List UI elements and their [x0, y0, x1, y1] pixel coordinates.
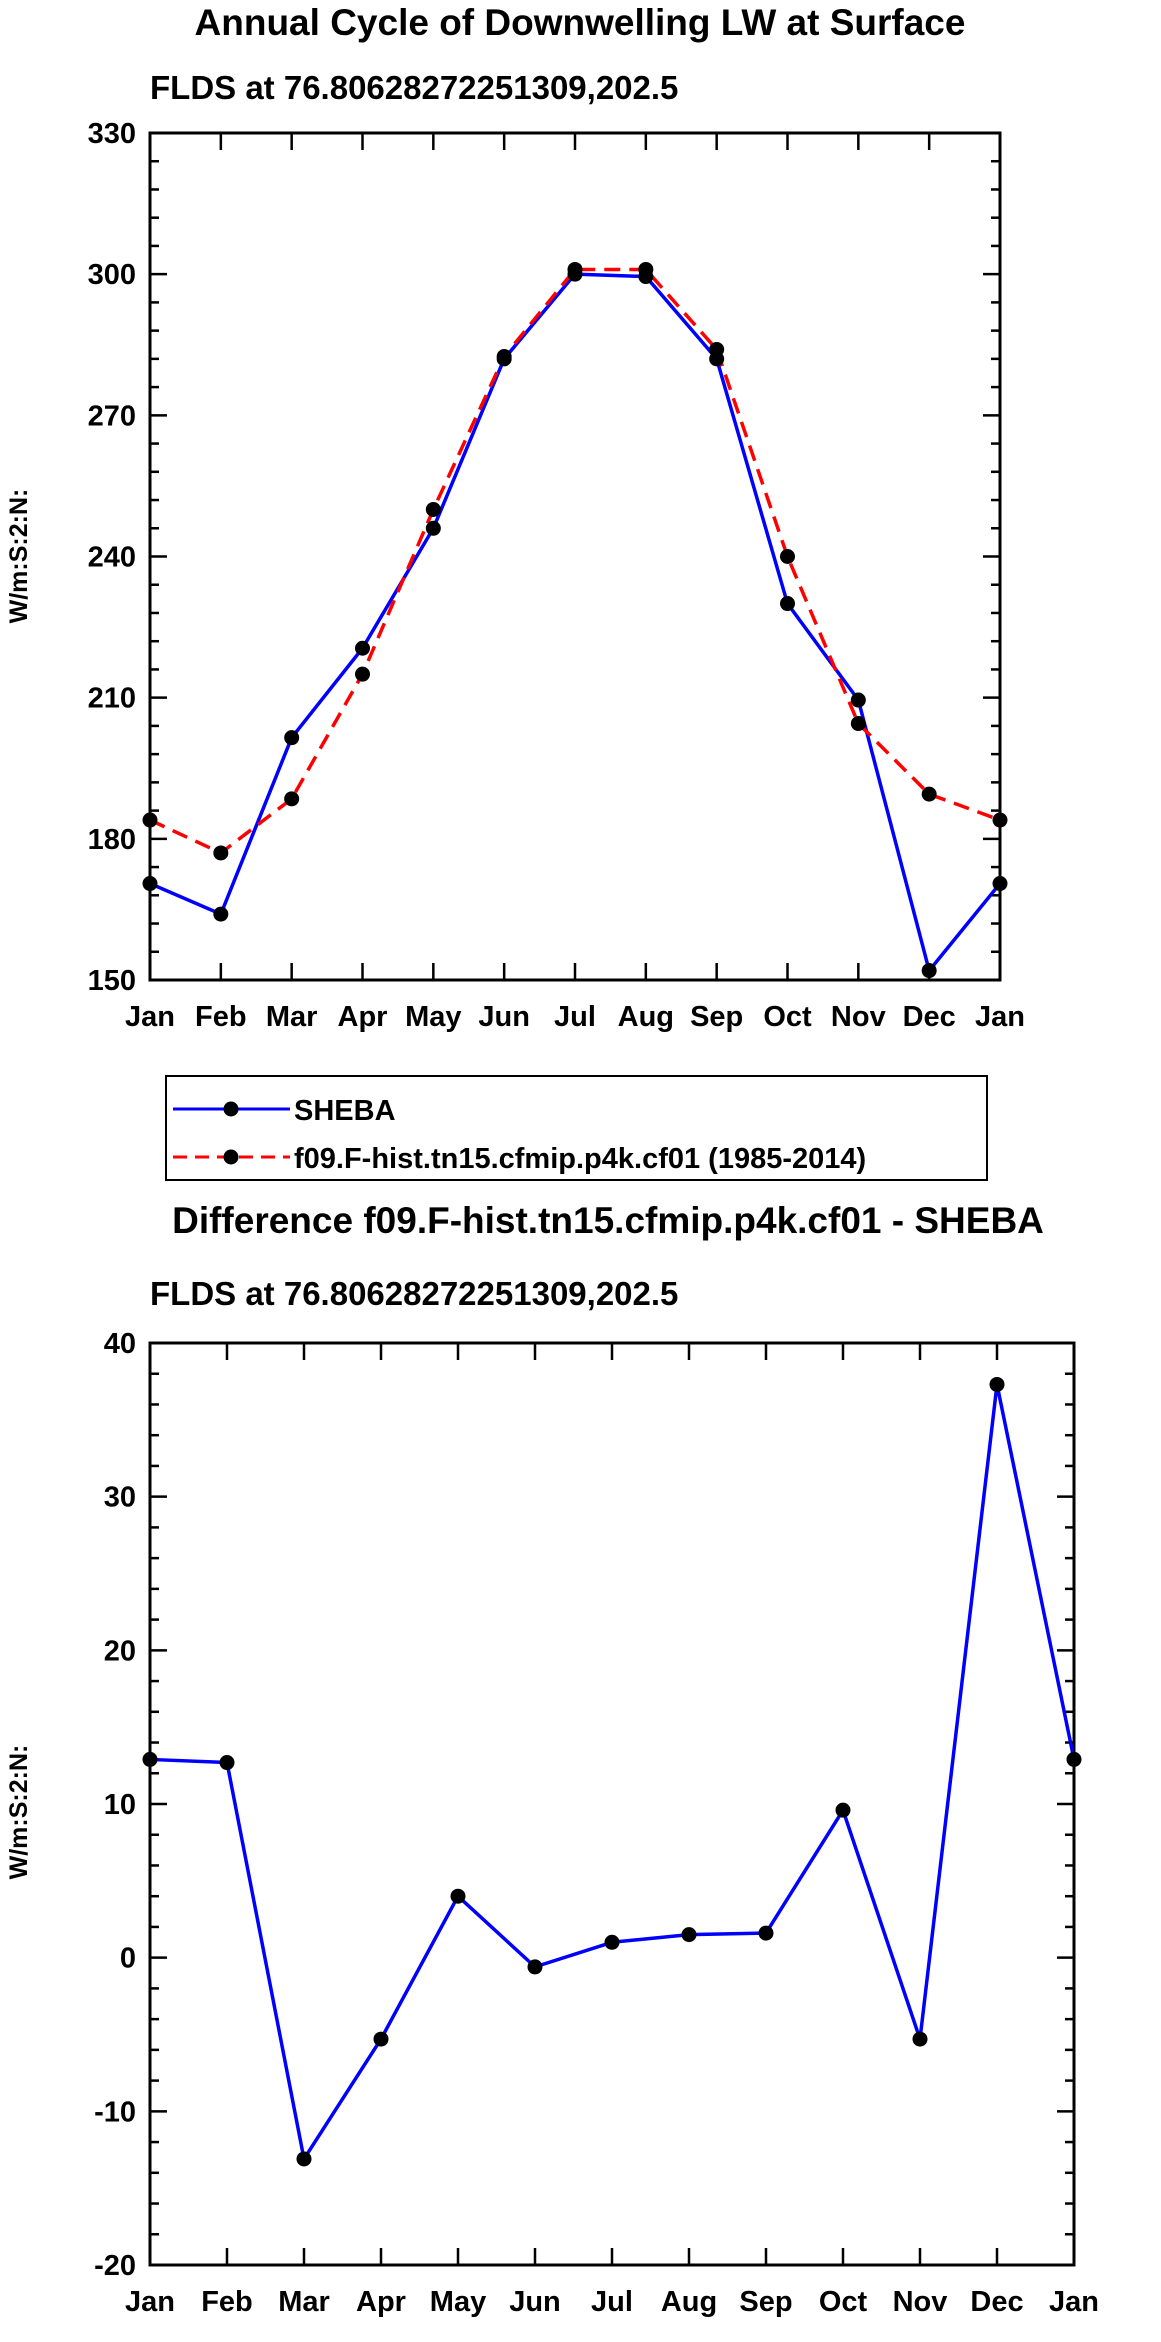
chart2-y-tick-label: 20: [104, 1635, 136, 1667]
chart2-x-tick-label: Jun: [509, 2286, 561, 2318]
chart1-x-tick-label: Apr: [338, 1001, 388, 1033]
chart1-series-1-point: [709, 341, 725, 357]
chart2-x-tick-label: May: [430, 2286, 486, 2318]
chart1-y-tick-label: 270: [88, 400, 136, 432]
chart1-series-1-point: [567, 261, 583, 277]
chart1-series-1-point: [425, 501, 441, 517]
chart2-series-0-point: [527, 1959, 543, 1975]
chart1-series-1-point: [142, 812, 158, 828]
chart1-x-tick-label: Feb: [195, 1001, 247, 1033]
chart2-x-tick-label: Jan: [1049, 2286, 1099, 2318]
chart1-series-0-point: [780, 596, 795, 612]
chart2-subtitle: FLDS at 76.80628272251309,202.5: [150, 1275, 678, 1312]
chart2-y-tick-label: 30: [104, 1482, 136, 1514]
chart1-x-tick-label: Oct: [763, 1001, 812, 1033]
chart1-series: [142, 261, 1008, 979]
chart2-y-axis-label: W/m:S:2:N:: [5, 1745, 33, 1880]
chart1-subtitle: FLDS at 76.80628272251309,202.5: [150, 69, 678, 106]
chart1-series-1-point: [850, 716, 866, 732]
chart2-series-0-point: [1066, 1751, 1082, 1767]
chart1-y-tick-label: 330: [88, 118, 136, 150]
chart1-series-1-point: [355, 666, 370, 682]
chart2-x-tick-label: Apr: [356, 2286, 406, 2318]
chart1-y-tick-label: 180: [88, 824, 136, 856]
chart1-series-0-point: [425, 520, 441, 536]
chart1-series-0-point: [921, 963, 937, 979]
chart1-series-0-point: [142, 876, 158, 892]
chart1-plot-frame: [148, 131, 1002, 982]
chart2-x-tick-label: Oct: [819, 2286, 868, 2318]
chart2-x-tick-label: Aug: [661, 2286, 717, 2318]
chart2-series-0-point: [989, 1376, 1005, 1392]
chart2-x-tick-label: Feb: [201, 2286, 253, 2318]
chart2-series-0-point: [912, 2031, 928, 2047]
chart1-x-tick-label: Sep: [690, 1001, 743, 1033]
legend-box: [165, 1075, 988, 1181]
chart2-x-tick-label: Mar: [278, 2286, 330, 2318]
chart2-y-tick-label: 0: [120, 1943, 136, 1975]
chart1-x-tick-label: Jul: [554, 1001, 596, 1033]
chart2-title: Difference f09.F-hist.tn15.cfmip.p4k.cf0…: [172, 1200, 1044, 1241]
chart2-ticks: Jan Feb Mar Apr May Jun Jul Aug Sep Oct Nov Dec Jan -…: [94, 1328, 1099, 2318]
chart2-series-line-0: [149, 1382, 1076, 2161]
chart2-series-0-point: [758, 1925, 774, 1941]
chart1-series-0-point: [850, 692, 866, 708]
chart1-series-1-point: [213, 845, 229, 861]
legend-marker-sheba: [223, 1101, 239, 1117]
chart1-y-tick-label: 150: [88, 965, 136, 997]
chart2-series: [142, 1376, 1082, 2167]
chart2-y-tick-label: 10: [104, 1789, 136, 1821]
chart2-y-tick-label: -10: [94, 2096, 136, 2128]
chart1-series-line-1: [149, 267, 1001, 855]
legend-label-sheba: SHEBA: [294, 1095, 396, 1127]
chart2-series-0-point: [373, 2031, 389, 2047]
chart1-series-0-point: [992, 876, 1008, 892]
chart2-series-0-point: [604, 1934, 620, 1950]
legend-label-model: f09.F-hist.tn15.cfmip.p4k.cf01 (1985-201…: [294, 1143, 866, 1175]
chart1-series-0-point: [284, 730, 300, 746]
chart2-series-0-point: [142, 1751, 158, 1767]
chart2-x-tick-label: Jul: [591, 2286, 633, 2318]
chart1-x-tick-label: Nov: [831, 1001, 886, 1033]
chart2-x-tick-label: Dec: [970, 2286, 1023, 2318]
chart1-series-line-0: [149, 272, 1002, 973]
chart1-x-tick-label: May: [405, 1001, 461, 1033]
legend-marker-model: [223, 1149, 239, 1165]
chart2-series-0-point: [450, 1888, 466, 1904]
chart1-series-1-point: [284, 791, 300, 807]
chart1-series-0-point: [355, 640, 370, 656]
chart1-ticks: Jan Feb Mar Apr May Jun Jul Aug Sep Oct Nov Dec Jan 1…: [88, 118, 1025, 1033]
chart1-x-tick-label: Dec: [903, 1001, 956, 1033]
chart1-x-tick-label: Jun: [478, 1001, 530, 1033]
chart2-series-0-point: [296, 2151, 312, 2167]
chart2-plot-frame: [148, 1341, 1076, 2267]
chart1-title: Annual Cycle of Downwelling LW at Surfac…: [195, 2, 966, 43]
chart2-y-tick-label: 40: [104, 1328, 136, 1360]
chart1-series-1-point: [638, 261, 654, 277]
chart2-series-0-point: [681, 1927, 697, 1943]
chart1-y-tick-label: 300: [88, 259, 136, 291]
chart1-series-1-point: [921, 786, 937, 802]
chart1-series-1-point: [496, 349, 512, 365]
chart1-y-tick-label: 240: [88, 542, 136, 574]
chart2-y-tick-label: -20: [94, 2250, 136, 2282]
chart1-y-axis-label: W/m:S:2:N:: [5, 489, 33, 624]
chart1-x-tick-label: Aug: [618, 1001, 674, 1033]
chart1-series-1-point: [780, 549, 795, 564]
chart2-x-tick-label: Sep: [739, 2286, 792, 2318]
chart1-x-tick-label: Jan: [125, 1001, 175, 1033]
chart2-series-0-point: [219, 1755, 235, 1771]
chart2-x-tick-label: Nov: [893, 2286, 948, 2318]
chart1-series-1-point: [992, 812, 1008, 828]
chart1-x-tick-label: Jan: [975, 1001, 1025, 1033]
chart1-series-0-point: [213, 906, 229, 922]
chart2-series-0-point: [835, 1802, 851, 1818]
chart2-x-tick-label: Jan: [125, 2286, 175, 2318]
chart1-x-tick-label: Mar: [266, 1001, 318, 1033]
chart1-y-tick-label: 210: [88, 683, 136, 715]
